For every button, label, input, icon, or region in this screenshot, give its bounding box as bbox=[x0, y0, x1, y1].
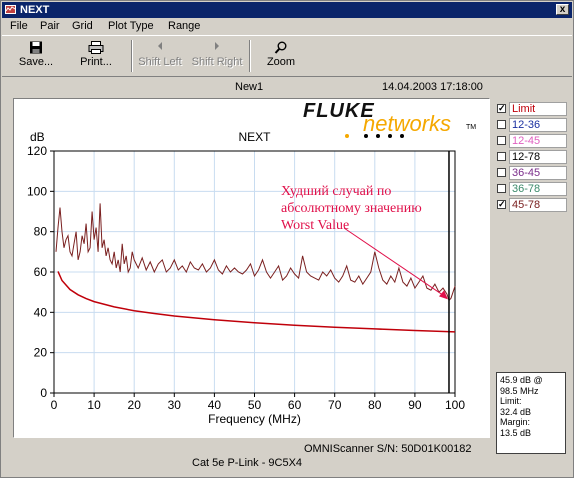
shift-left-button[interactable]: Shift Left bbox=[137, 38, 183, 72]
x-tick-label: 10 bbox=[87, 398, 101, 412]
series-line-Limit bbox=[57, 271, 456, 333]
x-tick-label: 20 bbox=[128, 398, 142, 412]
fluke-logo: FLUKE bbox=[303, 100, 375, 122]
arrow-right-icon bbox=[215, 42, 219, 50]
y-tick-label: 40 bbox=[34, 305, 48, 319]
zoom-label: Zoom bbox=[266, 56, 296, 68]
menu-plot-type[interactable]: Plot Type bbox=[108, 20, 154, 32]
zoom-button[interactable]: Zoom bbox=[260, 38, 302, 72]
legend-item-Limit[interactable]: ✓ Limit bbox=[496, 102, 572, 116]
save-button[interactable]: Save... bbox=[12, 38, 60, 72]
graph-name: New1 bbox=[235, 81, 264, 93]
menu-file[interactable]: File bbox=[10, 20, 28, 32]
info-frequency: 98.5 MHz bbox=[500, 385, 539, 396]
legend-label: 12-78 bbox=[509, 150, 567, 164]
shift-right-button[interactable]: Shift Right bbox=[191, 38, 243, 72]
legend-item-45-78[interactable]: ✓ 45-78 bbox=[496, 198, 572, 212]
x-tick-label: 60 bbox=[288, 398, 302, 412]
floppy-disk-icon bbox=[30, 41, 42, 54]
info-limit-label: Limit: bbox=[500, 396, 522, 406]
legend-item-12-36[interactable]: 12-36 bbox=[496, 118, 572, 132]
menu-bar: File Pair Grid Plot Type Range bbox=[2, 18, 572, 34]
arrow-left-icon bbox=[158, 42, 162, 50]
legend-label: 12-36 bbox=[509, 118, 567, 132]
legend-label: 36-45 bbox=[509, 166, 567, 180]
x-tick-label: 30 bbox=[168, 398, 182, 412]
x-tick-label: 80 bbox=[368, 398, 382, 412]
info-margin-value: 13.5 dB bbox=[500, 427, 532, 438]
x-tick-label: 50 bbox=[248, 398, 262, 412]
menu-range[interactable]: Range bbox=[168, 20, 201, 32]
menu-grid[interactable]: Grid bbox=[72, 20, 93, 32]
y-axis-label: dB bbox=[30, 130, 45, 144]
annotation-line: Worst Value bbox=[281, 218, 349, 233]
annotation-arrow bbox=[343, 227, 446, 297]
legend-checkbox[interactable] bbox=[497, 152, 506, 161]
save-label: Save... bbox=[18, 56, 54, 68]
info-margin-label: Margin: bbox=[500, 417, 531, 427]
info-limit-value: 32.4 dB bbox=[500, 406, 532, 417]
info-value: 45.9 dB @ bbox=[500, 375, 543, 385]
networks-logo: networks bbox=[363, 111, 452, 136]
legend-checkbox[interactable] bbox=[497, 120, 506, 129]
x-tick-label: 40 bbox=[208, 398, 222, 412]
legend-checkbox[interactable]: ✓ bbox=[497, 103, 506, 113]
legend-item-12-78[interactable]: 12-78 bbox=[496, 150, 572, 164]
close-button[interactable]: x bbox=[556, 4, 569, 15]
legend-checkbox[interactable] bbox=[497, 136, 506, 145]
legend-checkbox[interactable] bbox=[497, 184, 506, 193]
annotation-arrowhead bbox=[438, 290, 448, 300]
legend-label: 12-45 bbox=[509, 134, 567, 148]
legend-label: 36-78 bbox=[509, 182, 567, 196]
legend-label: 45-78 bbox=[509, 198, 567, 212]
trademark-mark: TM bbox=[466, 124, 477, 131]
x-tick-label: 70 bbox=[328, 398, 342, 412]
logo-dots bbox=[345, 134, 404, 138]
legend-checkbox[interactable]: ✓ bbox=[497, 199, 506, 209]
print-label: Print... bbox=[80, 56, 112, 68]
annotation-line: Худший случай по bbox=[281, 184, 391, 199]
annotation-line: абсолютному значению bbox=[281, 201, 422, 216]
legend-checkbox[interactable] bbox=[497, 168, 506, 177]
legend-item-12-45[interactable]: 12-45 bbox=[496, 134, 572, 148]
y-tick-label: 20 bbox=[34, 346, 48, 360]
legend-item-36-45[interactable]: 36-45 bbox=[496, 166, 572, 180]
shift-left-label: Shift Left bbox=[138, 56, 182, 68]
worst-value-info: 45.9 dB @ 98.5 MHz Limit: 32.4 dB Margin… bbox=[496, 372, 566, 454]
y-tick-label: 120 bbox=[27, 144, 47, 158]
x-tick-label: 100 bbox=[445, 398, 465, 412]
app-icon bbox=[5, 5, 16, 14]
y-tick-label: 80 bbox=[34, 225, 48, 239]
x-tick-label: 0 bbox=[51, 398, 58, 412]
y-tick-label: 0 bbox=[40, 386, 47, 400]
legend-label: Limit bbox=[509, 102, 567, 116]
toolbar-separator bbox=[249, 40, 251, 72]
print-button[interactable]: Print... bbox=[70, 38, 122, 72]
cable-id: Cat 5e P-Link - 9C5X4 bbox=[192, 457, 303, 469]
close-icon: x bbox=[559, 4, 566, 15]
window-title: NEXT bbox=[20, 4, 50, 16]
chart-title: NEXT bbox=[238, 130, 271, 144]
toolbar-separator bbox=[131, 40, 133, 72]
plot-panel: 0 10 20 30 40 50 60 70 80 90 100 0 20 40 60 80 100 120 dB F… bbox=[13, 98, 490, 438]
y-tick-label: 60 bbox=[34, 265, 48, 279]
series-line-45-78 bbox=[55, 203, 456, 302]
y-tick-label: 100 bbox=[27, 184, 47, 198]
x-axis-label: Frequency (MHz) bbox=[208, 412, 301, 426]
x-tick-label: 90 bbox=[408, 398, 422, 412]
toolbar: Save... Print... Shift Left Shift Right bbox=[2, 35, 572, 77]
scanner-serial: OMNIScanner S/N: 50D01K00182 bbox=[304, 443, 472, 455]
printer-icon bbox=[88, 41, 104, 54]
title-bar: NEXT x bbox=[2, 2, 572, 18]
menu-pair[interactable]: Pair bbox=[40, 20, 60, 32]
shift-right-label: Shift Right bbox=[191, 56, 243, 68]
test-timestamp: 14.04.2003 17:18:00 bbox=[382, 81, 483, 93]
legend-item-36-78[interactable]: 36-78 bbox=[496, 182, 572, 196]
magnifier-icon bbox=[274, 41, 287, 54]
